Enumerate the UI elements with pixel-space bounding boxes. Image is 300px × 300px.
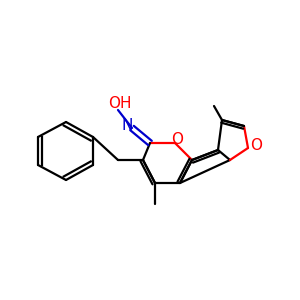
Text: N: N <box>121 118 133 134</box>
Text: O: O <box>171 131 183 146</box>
Text: O: O <box>250 139 262 154</box>
Text: OH: OH <box>108 95 132 110</box>
